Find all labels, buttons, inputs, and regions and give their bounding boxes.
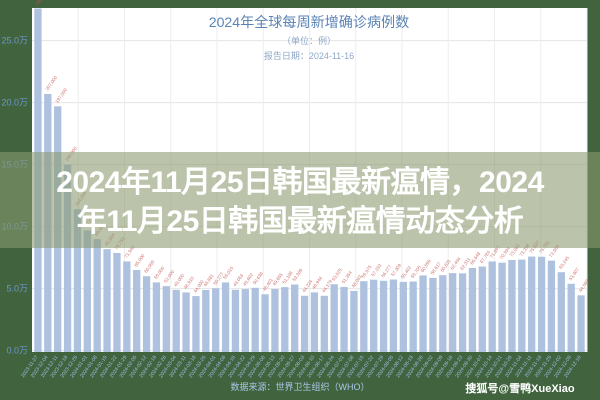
svg-text:年11月25日韩国最新瘟情动态分析: 年11月25日韩国最新瘟情动态分析 [77, 204, 524, 238]
svg-text:5.0万: 5.0万 [6, 284, 28, 294]
svg-text:（单位：例）: （单位：例） [282, 35, 336, 46]
svg-text:数据来源：世界卫生组织（WHO）: 数据来源：世界卫生组织（WHO） [231, 381, 370, 392]
svg-text:2024年11月25日韩国最新瘟情，2024: 2024年11月25日韩国最新瘟情，2024 [56, 165, 544, 199]
svg-text:0.0万: 0.0万 [6, 346, 28, 356]
svg-text:20.0万: 20.0万 [1, 98, 28, 108]
svg-text:25.0万: 25.0万 [1, 36, 28, 46]
svg-text:搜狐号@雪鸭XueXiao: 搜狐号@雪鸭XueXiao [465, 381, 574, 395]
svg-text:2024年全球每周新增确诊病例数: 2024年全球每周新增确诊病例数 [209, 14, 409, 30]
svg-text:报告日期：2024-11-16: 报告日期：2024-11-16 [264, 50, 354, 61]
